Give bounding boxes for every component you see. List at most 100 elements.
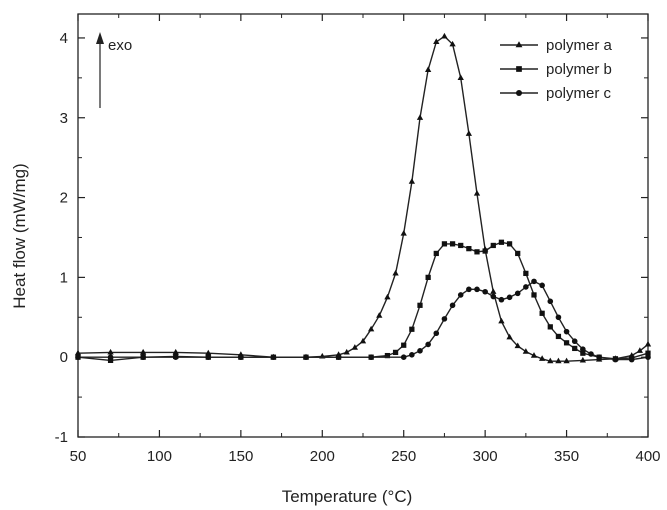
- y-tick-label: 1: [60, 269, 68, 286]
- circle-marker: [580, 346, 586, 353]
- x-tick-label: 50: [70, 448, 87, 465]
- square-marker: [425, 274, 431, 281]
- x-tick-label: 200: [310, 448, 335, 465]
- square-marker: [392, 349, 399, 356]
- circle-marker: [555, 314, 562, 321]
- legend-label: polymer c: [546, 85, 612, 102]
- circle-marker: [563, 328, 570, 335]
- circle-marker: [368, 354, 374, 360]
- triangle-marker: [392, 269, 399, 276]
- triangle-marker: [424, 66, 432, 72]
- square-marker: [498, 239, 505, 245]
- circle-marker: [303, 354, 309, 360]
- y-axis-title: Heat flow (mW/mg): [10, 163, 29, 308]
- legend-label: polymer a: [546, 37, 613, 54]
- triangle-marker: [457, 74, 464, 80]
- square-marker: [107, 357, 114, 364]
- legend-item: polymer a: [500, 37, 613, 54]
- exo-label: exo: [108, 37, 132, 54]
- square-marker: [474, 249, 480, 255]
- legend-label: polymer b: [546, 61, 612, 78]
- triangle-marker: [139, 348, 147, 355]
- square-marker: [482, 248, 488, 254]
- circle-marker: [474, 286, 480, 293]
- x-tick-label: 400: [635, 448, 660, 465]
- circle-marker: [482, 288, 488, 295]
- triangle-marker: [408, 178, 416, 184]
- circle-marker: [588, 351, 594, 357]
- circle-marker: [400, 354, 407, 360]
- legend-item: polymer b: [500, 61, 612, 78]
- circle-marker: [506, 294, 513, 301]
- triangle-marker: [416, 114, 424, 120]
- triangle-marker: [205, 349, 212, 356]
- triangle-marker: [449, 40, 456, 47]
- square-marker: [531, 292, 537, 298]
- square-marker: [441, 241, 448, 247]
- square-marker: [547, 324, 553, 330]
- circle-marker: [547, 298, 554, 305]
- square-marker: [555, 333, 562, 340]
- circle-marker: [457, 292, 464, 298]
- triangle-marker: [579, 356, 587, 363]
- circle-marker: [628, 356, 635, 363]
- x-tick-label: 100: [147, 448, 172, 465]
- x-tick-label: 350: [554, 448, 579, 465]
- circle-marker: [515, 89, 523, 97]
- square-marker: [572, 345, 578, 352]
- triangle-marker: [644, 340, 652, 347]
- square-marker: [523, 270, 529, 277]
- circle-marker: [466, 286, 472, 293]
- y-tick-label: -1: [55, 429, 68, 446]
- legend-item: polymer c: [500, 85, 612, 102]
- triangle-marker: [538, 355, 546, 361]
- circle-marker: [612, 356, 619, 363]
- triangle-marker: [107, 348, 114, 355]
- square-marker: [401, 342, 407, 348]
- circle-marker: [409, 351, 415, 358]
- triangle-marker: [441, 32, 448, 39]
- triangle-marker: [515, 41, 523, 48]
- legend: polymer a polymer b polymer c: [500, 37, 613, 102]
- square-marker: [458, 242, 464, 249]
- square-marker: [539, 310, 545, 316]
- triangle-marker: [367, 325, 375, 332]
- circle-marker: [571, 338, 578, 345]
- series-line: [78, 280, 649, 361]
- circle-marker: [531, 278, 537, 285]
- circle-marker: [75, 354, 81, 360]
- circle-marker: [441, 316, 448, 322]
- x-tick-label: 150: [228, 448, 253, 465]
- x-tick-label: 250: [391, 448, 416, 465]
- square-marker: [580, 350, 586, 356]
- triangle-marker: [343, 348, 350, 355]
- y-tick-label: 4: [60, 30, 68, 47]
- square-marker: [384, 352, 391, 359]
- square-marker: [515, 250, 521, 257]
- y-tick-label: 2: [60, 190, 68, 207]
- triangle-marker: [498, 317, 505, 324]
- circle-marker: [523, 284, 529, 290]
- triangle-marker: [522, 348, 530, 354]
- series-layer: [74, 32, 652, 364]
- circle-marker: [205, 354, 212, 360]
- triangle-marker: [563, 357, 570, 364]
- y-tick-label: 0: [60, 349, 68, 366]
- circle-marker: [238, 354, 244, 360]
- triangle-marker: [384, 293, 391, 300]
- circle-marker: [417, 348, 423, 354]
- triangle-marker: [506, 333, 513, 340]
- exo-arrow-head: [96, 32, 104, 44]
- triangle-marker: [530, 352, 538, 358]
- square-marker: [433, 250, 439, 257]
- triangle-marker: [473, 190, 481, 196]
- series-square: [75, 239, 651, 364]
- x-axis-title: Temperature (°C): [282, 487, 413, 506]
- triangle-marker: [359, 337, 367, 344]
- circle-marker: [433, 330, 440, 337]
- circle-marker: [172, 354, 179, 360]
- circle-marker: [107, 354, 114, 360]
- axis-ticks: 50 100 150 200 250 300 350 400 -1 0 1 2 3 4: [55, 14, 661, 465]
- triangle-marker: [376, 312, 383, 318]
